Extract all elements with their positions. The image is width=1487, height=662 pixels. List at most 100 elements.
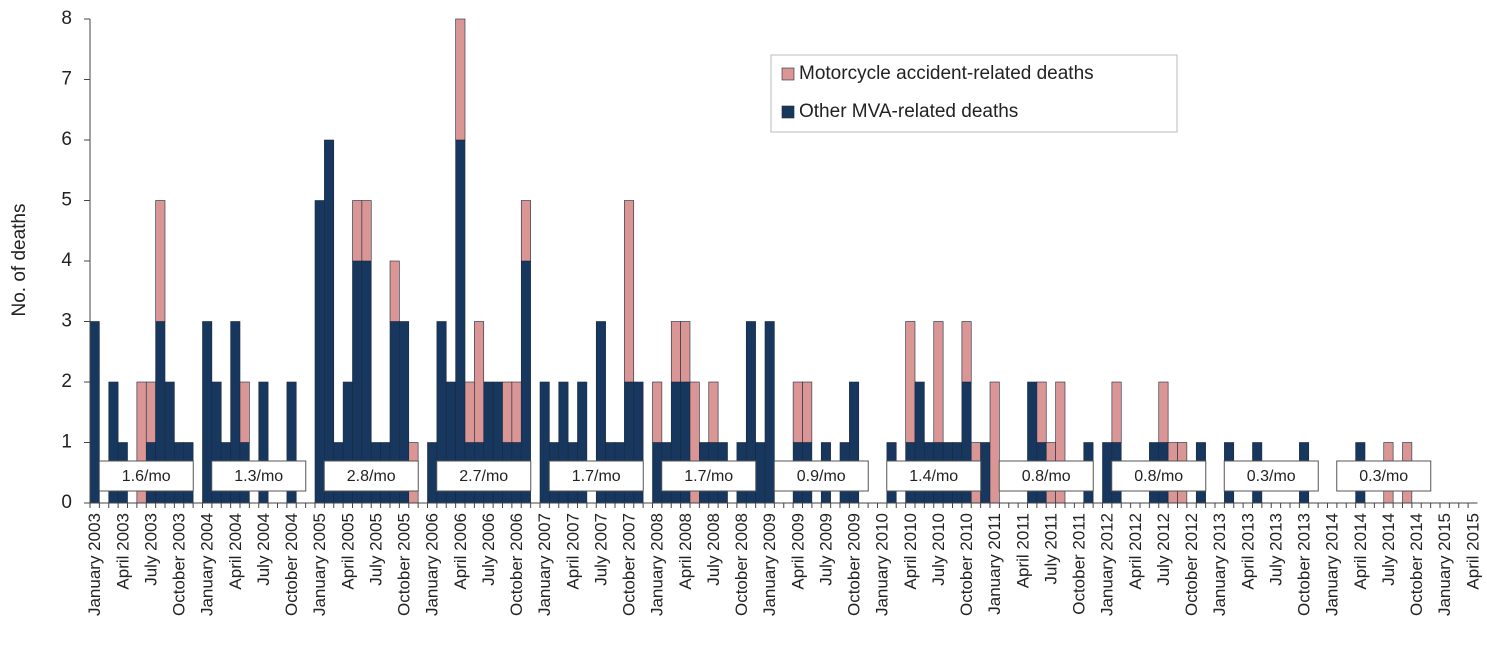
x-tick-label: April 2006 xyxy=(451,513,470,590)
x-tick-label: October 2012 xyxy=(1182,513,1201,616)
y-tick-label: 5 xyxy=(61,190,72,211)
annotation-box xyxy=(1223,460,1319,492)
x-tick-label: July 2004 xyxy=(254,513,273,586)
bar-segment xyxy=(1102,442,1113,504)
x-tick-label: October 2013 xyxy=(1295,513,1314,616)
y-tick-label: 8 xyxy=(61,8,72,29)
annotation-box xyxy=(1111,460,1207,492)
x-tick-label: January 2007 xyxy=(535,513,554,616)
bar-segment xyxy=(539,381,550,504)
annotation-box xyxy=(886,460,982,492)
x-tick-label: April 2010 xyxy=(901,513,920,590)
bar-segment xyxy=(155,200,166,322)
x-tick-label: April 2005 xyxy=(338,513,357,590)
y-tick-label: 1 xyxy=(61,432,72,453)
bar-segment xyxy=(680,321,691,383)
bar-segment xyxy=(961,321,972,383)
x-tick-label: July 2012 xyxy=(1154,513,1173,586)
bar-segment xyxy=(427,442,438,504)
y-tick-label: 6 xyxy=(61,129,72,150)
x-tick-label: April 2011 xyxy=(1013,513,1032,588)
legend-box xyxy=(770,54,1178,133)
x-tick-label: October 2014 xyxy=(1407,513,1426,616)
x-tick-label: July 2011 xyxy=(1041,513,1060,585)
bar-segment xyxy=(455,18,466,141)
bar-segment xyxy=(89,321,100,504)
legend-swatch xyxy=(781,105,795,119)
x-tick-label: October 2007 xyxy=(620,513,639,616)
annotation: 0.9/mo xyxy=(797,468,846,485)
x-tick-label: July 2007 xyxy=(591,513,610,586)
bar-segment xyxy=(202,321,213,504)
annotation-box xyxy=(998,460,1094,492)
bar-segment xyxy=(361,200,372,262)
x-tick-label: January 2015 xyxy=(1435,513,1454,616)
y-axis-title: No. of deaths xyxy=(9,203,30,316)
annotation: 1.7/mo xyxy=(572,468,621,485)
x-tick-label: October 2010 xyxy=(957,513,976,616)
x-tick-label: April 2008 xyxy=(676,513,695,590)
bar-segment xyxy=(239,381,250,443)
x-tick-label: January 2014 xyxy=(1323,513,1342,616)
annotation: 0.3/mo xyxy=(1247,468,1296,485)
annotation-box xyxy=(548,460,644,492)
x-tick-label: April 2015 xyxy=(1463,513,1482,590)
x-tick-label: July 2013 xyxy=(1266,513,1285,586)
bar-segment xyxy=(792,381,803,443)
x-tick-label: January 2005 xyxy=(310,513,329,616)
y-tick-label: 0 xyxy=(61,492,72,513)
bar-segment xyxy=(670,321,681,383)
x-tick-label: April 2007 xyxy=(563,513,582,590)
bar-segment xyxy=(474,321,485,443)
x-tick-label: April 2012 xyxy=(1126,513,1145,590)
bar-segment xyxy=(145,381,156,443)
legend-label: Other MVA-related deaths xyxy=(799,101,1018,122)
x-tick-label: July 2005 xyxy=(366,513,385,586)
x-tick-label: October 2003 xyxy=(170,513,189,616)
bar-segment xyxy=(989,381,1000,504)
annotation-box xyxy=(211,460,307,492)
x-tick-label: January 2008 xyxy=(648,513,667,616)
bar-segment xyxy=(520,200,531,262)
bar-segment xyxy=(652,381,663,443)
x-tick-label: April 2014 xyxy=(1351,513,1370,590)
x-tick-label: October 2011 xyxy=(1070,513,1089,615)
x-tick-label: October 2004 xyxy=(282,513,301,616)
x-tick-label: July 2003 xyxy=(141,513,160,586)
annotation: 2.7/mo xyxy=(459,468,508,485)
annotation: 0.3/mo xyxy=(1359,468,1408,485)
y-tick-label: 4 xyxy=(61,250,72,271)
x-tick-label: January 2011 xyxy=(985,513,1004,615)
bar-segment xyxy=(933,321,944,443)
x-tick-label: January 2010 xyxy=(873,513,892,616)
bar-segment xyxy=(624,200,635,383)
x-tick-label: October 2009 xyxy=(845,513,864,616)
legend-label: Motorcycle accident-related deaths xyxy=(799,63,1094,84)
y-tick-label: 2 xyxy=(61,371,72,392)
x-tick-label: July 2006 xyxy=(479,513,498,586)
x-tick-label: January 2012 xyxy=(1098,513,1117,616)
bar-segment xyxy=(502,381,513,443)
bar-segment xyxy=(324,139,335,504)
x-tick-label: April 2003 xyxy=(113,513,132,590)
x-tick-label: October 2006 xyxy=(507,513,526,616)
x-tick-label: January 2006 xyxy=(423,513,442,616)
x-tick-label: July 2014 xyxy=(1379,513,1398,586)
annotation-box xyxy=(98,460,194,492)
x-tick-label: October 2008 xyxy=(732,513,751,616)
x-tick-label: January 2013 xyxy=(1210,513,1229,616)
y-tick-label: 7 xyxy=(61,69,72,90)
annotation: 1.7/mo xyxy=(684,468,733,485)
bar-segment xyxy=(1111,381,1122,443)
bar-segment xyxy=(1158,381,1169,443)
x-tick-label: January 2004 xyxy=(198,513,217,616)
bar-segment xyxy=(980,442,991,504)
bar-segment xyxy=(652,442,663,504)
bar-segment xyxy=(1036,381,1047,443)
bar-segment xyxy=(352,200,363,262)
bar-segment xyxy=(764,321,775,504)
x-tick-label: July 2010 xyxy=(929,513,948,586)
annotation-box xyxy=(661,460,757,492)
annotation: 2.8/mo xyxy=(347,468,396,485)
